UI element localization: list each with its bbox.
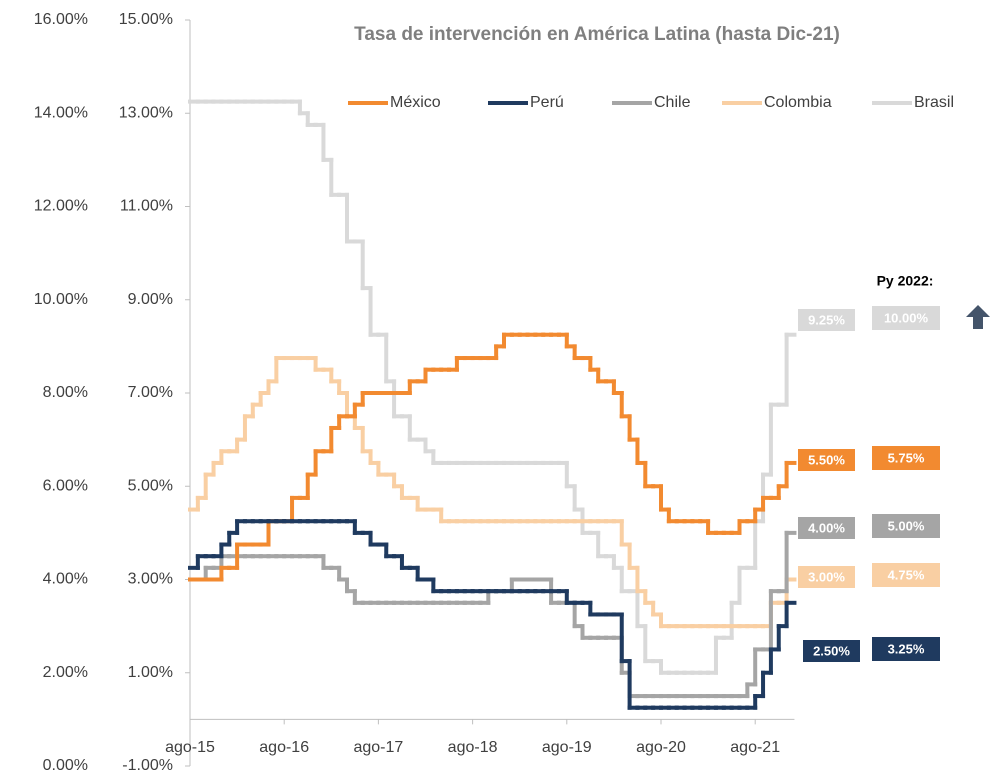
- x-tick-label: ago-20: [636, 739, 686, 756]
- y-tick-label: 6.00%: [43, 477, 88, 494]
- y-tick-label: 10.00%: [34, 291, 88, 308]
- y-tick-label: 4.00%: [43, 571, 88, 588]
- legend-label: Colombia: [764, 94, 832, 111]
- y2-tick-label: 15.00%: [119, 11, 173, 28]
- y2-tick-label: 13.00%: [119, 104, 173, 121]
- y-tick-label: 16.00%: [34, 11, 88, 28]
- legend-label: Chile: [654, 94, 691, 111]
- y2-tick-label: 9.00%: [128, 291, 173, 308]
- end-label-box: [798, 449, 855, 471]
- y2-tick-label: 7.00%: [128, 384, 173, 401]
- y-tick-label: 8.00%: [43, 384, 88, 401]
- projection-label: 3.25%: [888, 641, 925, 656]
- end-label: 3.00%: [808, 569, 845, 584]
- projection-box: [872, 306, 940, 330]
- end-label-box: [803, 640, 860, 662]
- y2-tick-label: 11.00%: [120, 198, 173, 215]
- legend-label: México: [390, 94, 441, 111]
- end-label: 5.50%: [808, 452, 845, 467]
- projection-label: 4.75%: [888, 567, 925, 582]
- y-tick-label: 2.00%: [43, 664, 88, 681]
- projection-box: [872, 514, 940, 538]
- projection-label: 5.75%: [888, 450, 925, 465]
- projection-box: [872, 563, 940, 587]
- y-tick-label: 14.00%: [34, 104, 88, 121]
- x-tick-label: ago-21: [730, 739, 780, 756]
- x-tick-label: ago-19: [542, 739, 592, 756]
- y2-tick-label: -1.00%: [122, 757, 173, 774]
- projection-title: Py 2022:: [877, 273, 934, 289]
- legend-label: Perú: [530, 94, 564, 111]
- projection-box: [872, 446, 940, 470]
- end-label-box: [798, 566, 855, 588]
- end-label: 2.50%: [813, 643, 850, 658]
- y2-tick-label: 5.00%: [128, 477, 173, 494]
- end-label: 9.25%: [808, 312, 845, 327]
- projection-label: 5.00%: [888, 518, 925, 533]
- y2-tick-label: 1.00%: [128, 664, 173, 681]
- chart-title: Tasa de intervención en América Latina (…: [354, 24, 840, 45]
- y-tick-label: 0.00%: [43, 757, 88, 774]
- projection-label: 10.00%: [884, 310, 929, 325]
- end-label-box: [798, 517, 855, 539]
- projection-box: [872, 637, 940, 661]
- end-label: 4.00%: [808, 520, 845, 535]
- x-tick-label: ago-16: [259, 739, 309, 756]
- legend-label: Brasil: [914, 94, 954, 111]
- up-arrow: [966, 305, 990, 329]
- y2-tick-label: 3.00%: [128, 571, 173, 588]
- x-tick-label: ago-18: [448, 739, 498, 756]
- x-tick-label: ago-15: [165, 739, 215, 756]
- end-label-box: [798, 309, 855, 331]
- x-tick-label: ago-17: [353, 739, 403, 756]
- y-tick-label: 12.00%: [34, 198, 88, 215]
